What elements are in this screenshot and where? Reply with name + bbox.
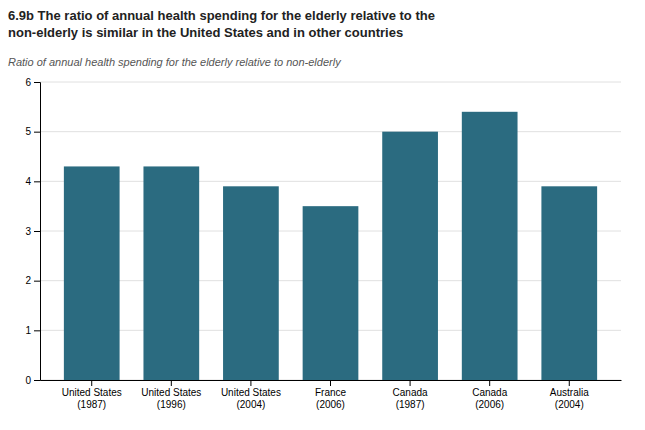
x-tick: Canada(1987)	[393, 380, 428, 410]
x-tick-label: France(2006)	[315, 387, 347, 410]
x-tick-label-line: (2006)	[475, 399, 504, 410]
x-tick: United States(1996)	[141, 380, 201, 410]
x-tick-label-line: United States	[221, 387, 281, 398]
x-tick-label-line: Australia	[550, 387, 589, 398]
bar	[223, 186, 279, 380]
y-tick-mark	[34, 281, 40, 282]
x-tick: United States(1987)	[62, 380, 122, 410]
grid-line	[40, 82, 621, 83]
grid	[40, 82, 621, 380]
x-tick: United States(2004)	[221, 380, 281, 410]
y-tick-mark	[34, 82, 40, 83]
x-tick-label-line: (2004)	[236, 399, 265, 410]
x-tick-label-line: United States	[141, 387, 201, 398]
y-tick-label: 1	[25, 325, 31, 336]
y-tick-label: 5	[25, 126, 31, 137]
y-tick: 4	[25, 176, 40, 187]
y-tick: 5	[25, 126, 40, 137]
grid-line	[40, 131, 621, 132]
x-tick-label-line: (1987)	[396, 399, 425, 410]
bar	[143, 166, 199, 380]
chart-title-line: non-elderly is similar in the United Sta…	[8, 25, 403, 40]
bar	[64, 166, 120, 380]
bar	[382, 132, 438, 380]
y-tick-mark	[34, 231, 40, 232]
x-tick-label-line: United States	[62, 387, 122, 398]
x-tick-mark	[410, 380, 411, 386]
bars	[64, 112, 597, 380]
bar	[303, 206, 359, 380]
y-axis: 0 1 2 3 4 5 6	[25, 77, 40, 386]
y-tick: 3	[25, 226, 40, 237]
chart-title-line: 6.9b The ratio of annual health spending…	[8, 8, 435, 23]
x-tick-mark	[171, 380, 172, 386]
chart-title: 6.9b The ratio of annual health spending…	[8, 8, 435, 40]
x-tick-label: United States(1996)	[141, 387, 201, 410]
y-tick-mark	[34, 330, 40, 331]
bar	[462, 112, 518, 380]
x-tick-label-line: (2004)	[555, 399, 584, 410]
x-tick-mark	[330, 380, 331, 386]
x-tick-label-line: (2006)	[316, 399, 345, 410]
y-tick-label: 6	[25, 77, 31, 88]
x-tick-label-line: France	[315, 387, 347, 398]
x-tick-label: Australia(2004)	[550, 387, 589, 410]
chart-svg: 6.9b The ratio of annual health spending…	[0, 0, 645, 430]
x-tick-label: United States(2004)	[221, 387, 281, 410]
chart-container: 6.9b The ratio of annual health spending…	[0, 0, 645, 430]
x-tick-label-line: (1996)	[157, 399, 186, 410]
x-tick: Australia(2004)	[550, 380, 589, 410]
y-tick-label: 4	[25, 176, 31, 187]
y-tick: 2	[25, 275, 40, 286]
x-axis: United States(1987)United States(1996)Un…	[41, 380, 622, 410]
bar	[541, 186, 597, 380]
y-tick-label: 0	[25, 375, 31, 386]
y-axis-line	[34, 83, 41, 381]
y-tick: 1	[25, 325, 40, 336]
x-tick-label-line: Canada	[472, 387, 507, 398]
x-tick-label: United States(1987)	[62, 387, 122, 410]
x-tick-label: Canada(1987)	[393, 387, 428, 410]
x-tick-label: Canada(2006)	[472, 387, 507, 410]
chart-subtitle: Ratio of annual health spending for the …	[8, 56, 342, 68]
y-tick: 6	[25, 77, 40, 88]
grid-line	[40, 181, 621, 182]
y-tick-label: 2	[25, 275, 31, 286]
x-tick-label-line: Canada	[393, 387, 428, 398]
x-tick: Canada(2006)	[472, 380, 507, 410]
x-tick-mark	[489, 380, 490, 386]
y-tick-mark	[34, 181, 40, 182]
y-tick-mark	[34, 380, 40, 381]
x-tick-mark	[250, 380, 251, 386]
x-tick: France(2006)	[315, 380, 347, 410]
y-tick: 0	[25, 375, 40, 386]
y-tick-mark	[34, 132, 40, 133]
y-tick-label: 3	[25, 226, 31, 237]
x-tick-mark	[569, 380, 570, 386]
x-tick-mark	[91, 380, 92, 386]
x-tick-label-line: (1987)	[77, 399, 106, 410]
